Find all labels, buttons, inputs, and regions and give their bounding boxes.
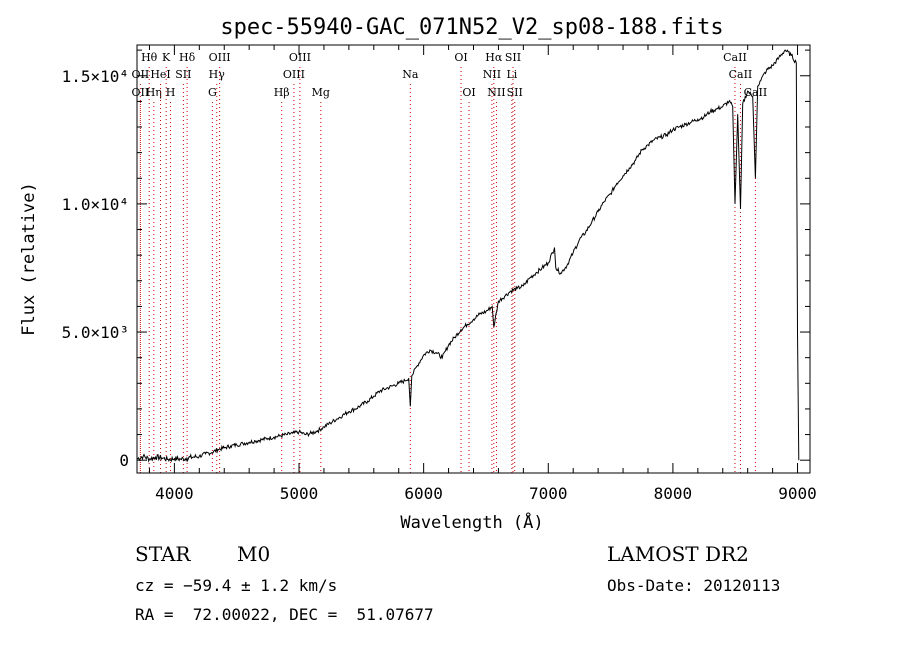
- spectral-line-label: CaII: [744, 86, 768, 99]
- spectral-line-label: SII: [175, 68, 191, 81]
- spectral-line-label: OII: [132, 68, 150, 81]
- spectral-line-label: OIII: [283, 68, 305, 81]
- y-tick-label: 0: [119, 451, 129, 470]
- spectral-line-label: Hη: [146, 86, 162, 99]
- redshift-velocity: cz = −59.4 ± 1.2 km/s: [135, 576, 338, 595]
- spectral-line-label: Hβ: [274, 86, 290, 99]
- spectral-line-label: NII: [487, 86, 505, 99]
- y-tick-label: 1.0×10⁴: [62, 195, 129, 214]
- x-tick-label: 8000: [654, 484, 693, 503]
- x-tick-label: 7000: [529, 484, 568, 503]
- survey-name: LAMOST DR2: [607, 542, 749, 566]
- spectral-line-label: Hα: [485, 51, 503, 64]
- observation-date: Obs-Date: 20120113: [607, 576, 781, 595]
- x-axis-label: Wavelength (Å): [400, 511, 543, 533]
- spectral-line-label: G: [208, 86, 217, 99]
- spectral-line-label: HeI: [150, 68, 170, 81]
- y-tick-label: 5.0×10³: [62, 323, 129, 342]
- spectral-line-label: OI: [454, 51, 467, 64]
- y-axis-label: Flux (relative): [19, 182, 39, 336]
- spectral-line-label: CaII: [729, 68, 753, 81]
- x-tick-label: 9000: [778, 484, 817, 503]
- spectral-line-label: Hγ: [209, 68, 226, 81]
- spectral-line-label: Hδ: [179, 51, 196, 64]
- spectral-line-label: OIII: [209, 51, 231, 64]
- spectral-line-label: OIII: [289, 51, 311, 64]
- sky-coordinates: RA = 72.00022, DEC = 51.07677: [135, 605, 434, 624]
- spectral-line-label: SII: [505, 51, 521, 64]
- x-tick-label: 4000: [155, 484, 194, 503]
- chart-title: spec-55940-GAC_071N52_V2_sp08-188.fits: [220, 15, 723, 40]
- x-tick-label: 6000: [404, 484, 443, 503]
- spectral-line-label: Na: [402, 68, 419, 81]
- axis-ticks: 4000 5000 6000 7000 8000 9000 0 5.0×10³ 1.0×10⁴ 1…: [62, 45, 817, 503]
- spectral-line-label: CaII: [723, 51, 747, 64]
- object-subclass: M0: [237, 542, 271, 566]
- spectral-line-label: NII: [483, 68, 501, 81]
- spectral-line-label: K: [162, 51, 171, 64]
- spectral-line-label: Li: [506, 68, 517, 81]
- spectral-line-label: Hθ: [141, 51, 158, 64]
- spectral-line-label: OII: [132, 86, 150, 99]
- spectral-line-label: OI: [462, 86, 475, 99]
- spectral-line-label: Mg: [312, 86, 330, 99]
- plot-frame: [136, 44, 811, 474]
- spectral-line-label: SII: [507, 86, 523, 99]
- object-class: STAR: [135, 542, 191, 566]
- spectral-line-label: H: [166, 86, 176, 99]
- y-tick-label: 1.5×10⁴: [62, 67, 129, 86]
- spectrum-series: [136, 49, 800, 463]
- x-tick-label: 5000: [280, 484, 319, 503]
